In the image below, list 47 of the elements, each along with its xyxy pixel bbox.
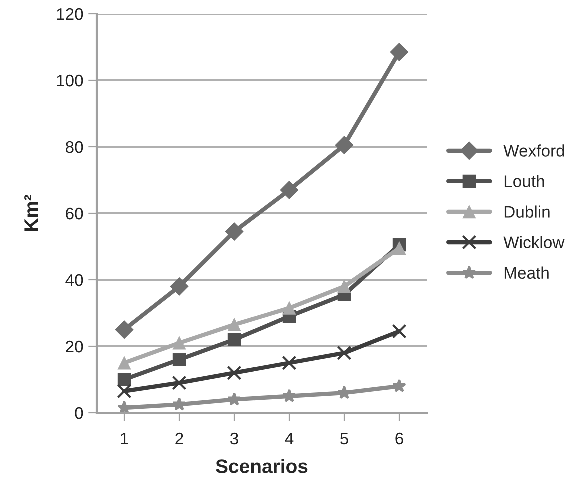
point [228, 392, 242, 406]
point [172, 336, 186, 350]
x-tick-label: 4 [285, 433, 294, 445]
point [118, 400, 132, 413]
point [282, 389, 296, 402]
y-tick-label: 0 [75, 407, 84, 420]
x-axis-title: Scenarios [216, 459, 308, 474]
point [228, 333, 242, 346]
legend-label: Wicklow [504, 236, 565, 249]
x-tick-label: 3 [230, 432, 238, 445]
point [172, 376, 187, 390]
point [335, 136, 354, 155]
point [280, 181, 299, 200]
point [118, 373, 132, 386]
point [338, 280, 352, 294]
point [338, 386, 352, 400]
point [225, 222, 244, 241]
x-tick-label: 6 [396, 432, 404, 445]
legend-label: Louth [504, 175, 544, 188]
y-tick-label: 60 [66, 208, 84, 220]
point [170, 277, 189, 296]
point [282, 302, 296, 315]
point [228, 318, 242, 332]
legend-label: Wexford [504, 144, 564, 157]
y-tick-label: 80 [66, 141, 84, 154]
x-tick-label: 1 [121, 433, 128, 445]
point [392, 379, 406, 392]
y-tick-label: 100 [57, 74, 84, 87]
point [392, 324, 407, 339]
y-tick-label: 40 [66, 274, 84, 286]
point [390, 43, 409, 62]
y-tick-label: 120 [57, 8, 84, 20]
point [282, 356, 297, 370]
point [118, 356, 132, 370]
point [227, 366, 242, 380]
point [115, 320, 134, 340]
x-tick-label: 5 [340, 433, 348, 445]
point [172, 353, 186, 366]
legend-label: Meath [504, 266, 549, 280]
point [337, 346, 352, 360]
point [117, 384, 132, 399]
legend-label: Dublin [504, 206, 550, 218]
y-tick-label: 20 [66, 340, 84, 353]
y-axis-title: Km² [24, 195, 38, 232]
point [172, 397, 186, 411]
point [392, 242, 406, 256]
x-tick-label: 2 [176, 432, 184, 445]
